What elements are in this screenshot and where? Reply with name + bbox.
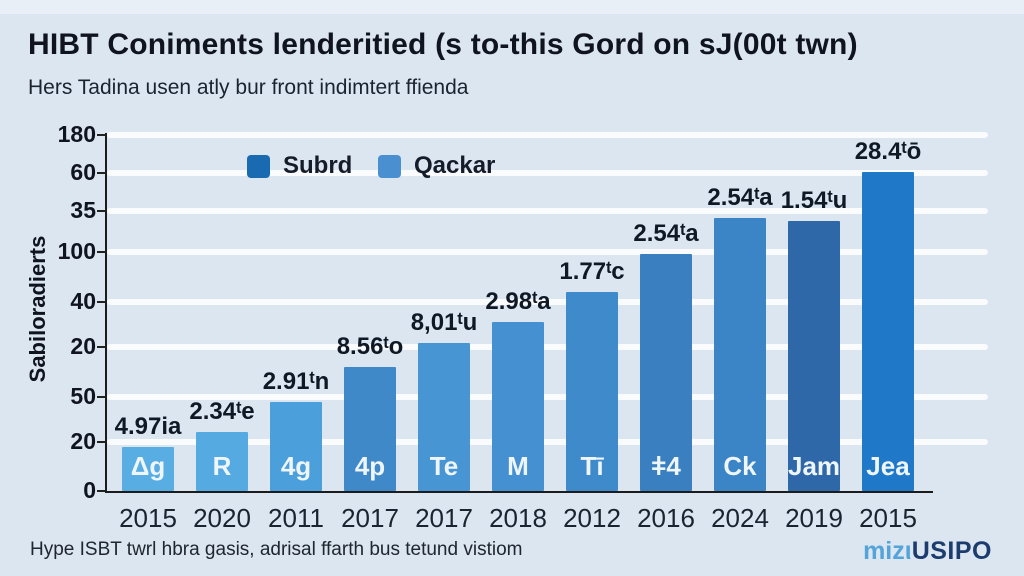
bar-value-label: 2.98ᵗa [485, 288, 551, 315]
x-tick-label: 2011 [268, 503, 324, 533]
legend-label: Subrd [283, 152, 353, 179]
bar-letter-label: Jam [788, 451, 841, 481]
bar-letter-label: M [507, 451, 529, 481]
y-tick-label: 50 [70, 383, 96, 409]
bar: 4g [270, 402, 322, 491]
bar-letter-label: Jea [866, 451, 910, 481]
bar: 4p [344, 367, 396, 491]
bar: M [492, 322, 544, 491]
bar-value-label: 2.34ᵗe [189, 398, 255, 425]
y-tick-mark [97, 490, 106, 492]
y-tick-label: 100 [57, 238, 96, 264]
bar-letter-label: Te [429, 451, 459, 481]
y-tick-label: 35 [70, 197, 96, 223]
bar: ǂ4 [640, 254, 692, 491]
chart-subtitle: Hers Tadina usen atly bur front indimter… [28, 76, 469, 99]
legend-label: Qackar [414, 152, 496, 179]
gridline [107, 344, 988, 350]
y-tick-label: 40 [70, 288, 96, 314]
legend-swatch [247, 154, 270, 178]
y-tick-mark [97, 172, 106, 174]
x-tick-label: 2017 [415, 503, 473, 533]
y-tick-mark [97, 210, 106, 212]
bar: Te [418, 343, 470, 491]
gridline [107, 394, 988, 400]
bar-letter-label: 4g [280, 451, 312, 481]
legend-swatch [378, 154, 401, 178]
bar: Jam [788, 221, 840, 491]
gridline [107, 299, 988, 305]
x-axis-line [105, 491, 933, 493]
x-tick-label: 2019 [785, 503, 843, 533]
y-tick-label: 0 [83, 477, 96, 503]
gridline [107, 439, 988, 445]
brand-logo: mizιUSIPO [863, 537, 992, 566]
bar-value-label: 1.54ᵗu [780, 187, 848, 214]
chart-title: HIBT Coniments lenderitied (s to-this Go… [28, 28, 858, 61]
bar: R [196, 432, 248, 491]
bar-value-label: 8.56ᵗo [336, 333, 404, 360]
bar-value-label: 2.54ᵗa [633, 220, 699, 247]
gridline [107, 132, 988, 138]
y-tick-mark [97, 441, 106, 443]
y-tick-mark [97, 396, 106, 398]
y-tick-mark [97, 301, 106, 303]
y-tick-label: 20 [70, 428, 96, 454]
bar-value-label: 1.77ᵗc [559, 258, 625, 285]
bar-value-label: 28.4ᵗō [854, 138, 922, 165]
bar-value-label: 8,01ᵗu [410, 309, 478, 336]
bar-letter-label: Ck [723, 451, 757, 481]
brand-logo-light: mizι [863, 537, 912, 565]
bar-letter-label: R [212, 451, 232, 481]
x-tick-label: 2015 [859, 503, 917, 533]
footnote: Hype ISBT twrl hbra gasis, adrisal ffart… [30, 539, 523, 560]
y-tick-mark [97, 346, 106, 348]
bar-value-label: 2.91ᵗn [262, 368, 330, 395]
y-tick-mark [97, 134, 106, 136]
bar-letter-label: 4p [354, 451, 386, 481]
bar: Tī [566, 292, 618, 491]
bar: Δg [122, 447, 174, 491]
x-tick-label: 2012 [563, 503, 621, 533]
x-tick-label: 2017 [341, 503, 399, 533]
x-tick-label: 2016 [637, 503, 695, 533]
brand-logo-dark: USIPO [911, 537, 992, 565]
top-strip [0, 0, 1024, 14]
y-tick-label: 20 [70, 333, 96, 359]
bar-letter-label: Δg [130, 451, 166, 481]
y-tick-label: 180 [57, 121, 96, 147]
bar: Jea [862, 172, 914, 491]
gridline [107, 249, 988, 255]
bar-letter-label: ǂ4 [651, 451, 681, 481]
bar-value-label: 4.97ia [114, 413, 182, 440]
x-tick-label: 2015 [119, 503, 177, 533]
gridline [107, 208, 988, 214]
legend-item: Qackar [378, 152, 495, 180]
y-tick-mark [97, 251, 106, 253]
x-tick-label: 2024 [711, 503, 769, 533]
bar: Ck [714, 218, 766, 491]
gridline [107, 170, 988, 176]
bar-value-label: 2.54ᵗa [707, 184, 773, 211]
x-tick-label: 2020 [193, 503, 251, 533]
y-tick-label: 60 [70, 159, 96, 185]
legend-item: Subrd [247, 152, 352, 180]
bar-letter-label: Tī [580, 451, 604, 481]
x-tick-label: 2018 [489, 503, 547, 533]
y-axis-line [105, 133, 107, 493]
